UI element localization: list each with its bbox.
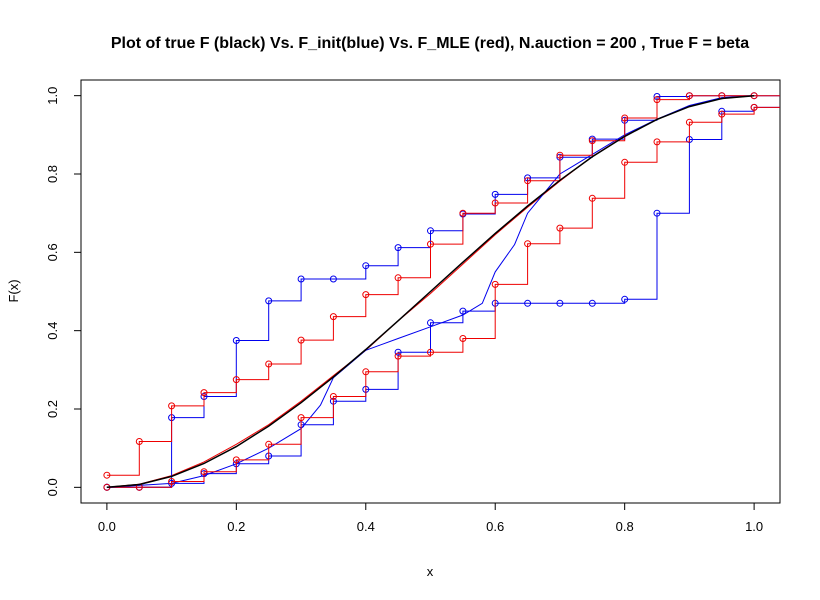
plot-frame — [80, 79, 781, 504]
step-point — [588, 137, 596, 145]
step-point — [718, 110, 726, 118]
step-point — [265, 360, 273, 368]
y-tick-label: 0.8 — [45, 165, 60, 183]
y-axis-label: F(x) — [6, 279, 21, 302]
true-f-curve — [106, 94, 755, 489]
step-point — [168, 402, 176, 410]
step-point — [200, 468, 208, 476]
step-point — [329, 313, 337, 321]
step-point — [103, 471, 111, 479]
step-point — [329, 393, 337, 400]
step-point — [459, 307, 467, 315]
x-tick-label: 0.8 — [616, 519, 634, 534]
step-point — [427, 348, 434, 356]
step-line — [106, 106, 780, 488]
step-point — [491, 190, 499, 198]
x-tick-label: 0.4 — [357, 519, 375, 534]
step-line — [106, 95, 780, 488]
step-point — [394, 274, 402, 282]
y-tick-label: 0.4 — [45, 322, 60, 340]
step-series-red-1 — [103, 92, 780, 479]
step-series-blue-0 — [103, 92, 780, 491]
step-point — [297, 336, 305, 344]
step-point — [685, 118, 693, 126]
step-point — [394, 348, 402, 356]
step-point — [297, 414, 305, 422]
step-point — [621, 114, 629, 122]
x-tick-label: 0.0 — [98, 519, 116, 534]
step-point — [621, 295, 629, 303]
step-point — [524, 177, 532, 185]
y-tick-label: 0.2 — [45, 400, 60, 418]
step-point — [556, 151, 564, 159]
x-axis: 0.0 0.2 0.4 0.6 0.8 1.0 — [98, 503, 763, 534]
step-point — [394, 244, 402, 252]
y-tick-label: 1.0 — [45, 87, 60, 105]
step-point — [653, 96, 661, 104]
step-point — [556, 224, 564, 232]
step-point — [685, 92, 693, 100]
series-layer — [103, 92, 780, 491]
step-point — [427, 227, 434, 235]
step-point — [394, 352, 402, 360]
step-point — [135, 438, 143, 445]
x-tick-label: 1.0 — [745, 519, 763, 534]
y-tick-label: 0.0 — [45, 478, 60, 496]
step-point — [362, 291, 370, 299]
x-axis-label: x — [427, 564, 434, 579]
x-tick-label: 0.2 — [227, 519, 245, 534]
step-point — [588, 194, 596, 202]
step-point — [232, 456, 240, 464]
step-point — [653, 209, 661, 217]
step-point — [168, 478, 176, 485]
step-line — [106, 106, 780, 488]
step-point — [459, 335, 467, 342]
y-axis: 0.0 0.2 0.4 0.6 0.8 1.0 — [45, 87, 81, 496]
step-point — [265, 297, 273, 305]
step-series-red-3 — [103, 103, 780, 491]
step-point — [491, 199, 499, 207]
step-point — [556, 299, 564, 307]
step-point — [491, 280, 499, 288]
step-point — [297, 275, 305, 283]
step-point — [329, 275, 337, 283]
step-point — [750, 103, 758, 111]
step-point — [427, 319, 434, 327]
chart-title: Plot of true F (black) Vs. F_init(blue) … — [111, 35, 749, 52]
step-line — [106, 95, 780, 476]
step-point — [362, 262, 370, 270]
step-point — [427, 240, 434, 248]
step-point — [232, 376, 240, 384]
step-point — [265, 440, 273, 448]
step-point — [524, 299, 532, 307]
step-series-blue-2 — [103, 103, 780, 491]
step-point — [232, 337, 240, 344]
step-point — [362, 368, 370, 376]
step-point — [588, 299, 596, 307]
step-point — [653, 138, 661, 146]
step-point — [621, 158, 629, 166]
y-tick-label: 0.6 — [45, 243, 60, 261]
x-tick-label: 0.6 — [486, 519, 504, 534]
step-point — [200, 389, 208, 397]
step-point — [459, 209, 467, 217]
step-point — [524, 240, 532, 248]
